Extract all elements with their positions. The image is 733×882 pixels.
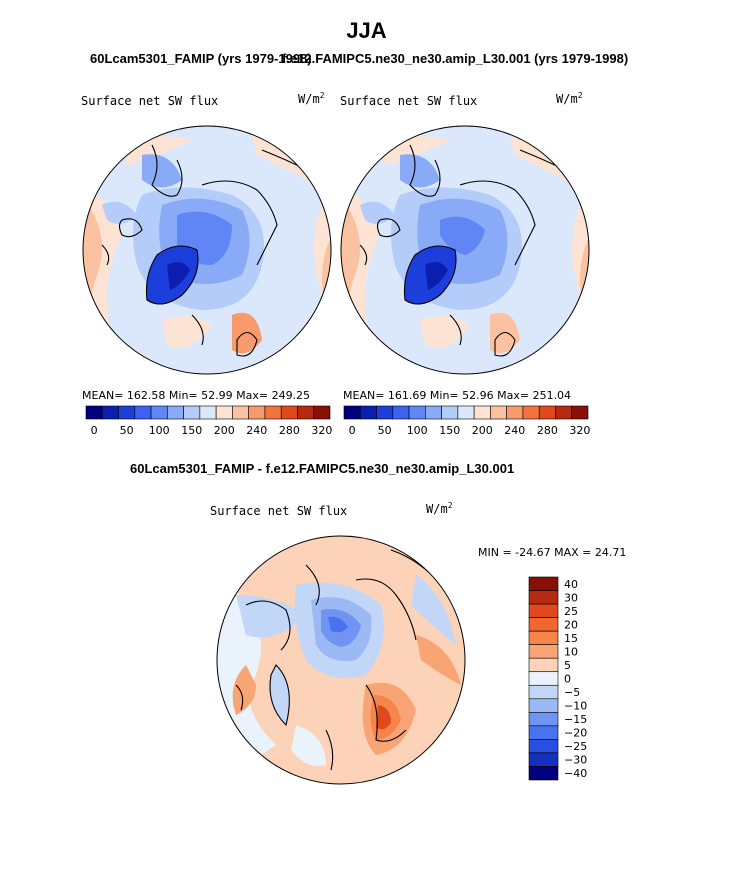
left-colorbar-tick-label: 200 — [214, 424, 235, 437]
right-colorbar-swatch — [555, 405, 573, 420]
diff-colorbar-tick-label: −5 — [564, 686, 580, 699]
diff-colorbar-swatch — [528, 671, 559, 686]
left-colorbar-tick-label: 0 — [91, 424, 98, 437]
right-colorbar-tick-label: 320 — [569, 424, 590, 437]
left-colorbar-swatch — [280, 405, 298, 420]
right-stats: MEAN= 161.69 Min= 52.96 Max= 251.04 — [343, 389, 572, 402]
right-variable-label: Surface net SW flux — [340, 94, 478, 108]
right-colorbar-tick-label: 150 — [439, 424, 460, 437]
left-colorbar-swatch — [297, 405, 315, 420]
diff-colorbar-swatch — [528, 752, 559, 767]
diff-colorbar-swatch — [528, 698, 559, 713]
left-units-label: W/m2 — [298, 91, 325, 106]
case1-title: 60Lcam5301_FAMIP (yrs 1979-1998) — [90, 51, 312, 66]
right-colorbar-tick-label: 280 — [537, 424, 558, 437]
diff-colorbar-tick-label: −10 — [564, 700, 587, 713]
left-colorbar-swatch — [167, 405, 184, 420]
diff-colorbar-tick-label: 0 — [564, 673, 571, 686]
left-colorbar-tick-label: 280 — [279, 424, 300, 437]
diff-colorbar-swatch — [528, 725, 559, 740]
diff-colorbar-tick-label: 15 — [564, 632, 578, 645]
diff-colorbar-swatch — [528, 576, 559, 591]
right-colorbar-tick-label: 0 — [349, 424, 356, 437]
right-colorbar-swatch — [441, 405, 459, 420]
diff-colorbar-tick-label: −30 — [564, 754, 587, 767]
diff-colorbar-swatch — [528, 712, 559, 727]
diff-colorbar-tick-label: −25 — [564, 740, 587, 753]
right-colorbar-tick-label: 100 — [407, 424, 428, 437]
left-colorbar-swatch — [199, 405, 217, 420]
left-colorbar-swatch — [101, 405, 119, 420]
left-colorbar-swatch — [232, 405, 249, 420]
diff-colorbar-swatch — [528, 766, 559, 781]
right-colorbar: 0 50 100 150 200 240 280 320 — [343, 405, 590, 437]
right-polar-map — [340, 125, 590, 375]
right-colorbar-swatch — [473, 405, 491, 420]
right-colorbar-swatch — [538, 405, 556, 420]
left-polar-map — [82, 125, 332, 375]
left-colorbar-tick-label: 320 — [311, 424, 332, 437]
left-colorbar-swatch — [150, 405, 168, 420]
diff-colorbar-tick-label: 20 — [564, 618, 578, 631]
left-colorbar-swatch — [215, 405, 233, 420]
left-colorbar-tick-label: 100 — [149, 424, 170, 437]
right-colorbar-swatch — [506, 405, 524, 420]
left-colorbar-swatch — [248, 405, 266, 420]
right-colorbar-tick-label: 200 — [472, 424, 493, 437]
diff-colorbar-tick-label: 5 — [564, 659, 571, 672]
left-colorbar-swatch — [313, 405, 331, 420]
diff-colorbar-swatch — [528, 644, 559, 659]
right-colorbar-tick-label: 50 — [378, 424, 392, 437]
right-colorbar-swatch — [425, 405, 442, 420]
diff-colorbar-tick-label: −20 — [564, 727, 587, 740]
diff-title: 60Lcam5301_FAMIP - f.e12.FAMIPC5.ne30_ne… — [130, 461, 515, 476]
left-stats: MEAN= 162.58 Min= 52.99 Max= 249.25 — [82, 389, 311, 402]
left-variable-label: Surface net SW flux — [81, 94, 219, 108]
right-colorbar-swatch — [359, 405, 377, 420]
diff-colorbar-tick-label: 40 — [564, 578, 578, 591]
right-colorbar-swatch — [571, 405, 589, 420]
figure-title: JJA — [346, 18, 387, 43]
left-colorbar-tick-label: 240 — [246, 424, 267, 437]
diff-units-label: W/m2 — [426, 501, 453, 516]
diff-colorbar-swatch — [528, 657, 559, 673]
left-colorbar-swatch — [118, 405, 136, 420]
diff-colorbar-tick-label: 10 — [564, 645, 578, 658]
right-colorbar-swatch — [457, 405, 475, 420]
diff-colorbar-tick-label: 30 — [564, 591, 578, 604]
right-colorbar-swatch — [522, 405, 540, 420]
left-colorbar-tick-label: 150 — [181, 424, 202, 437]
diff-colorbar-tick-label: 25 — [564, 605, 578, 618]
left-colorbar: 0 50 100 150 200 240 280 320 — [85, 405, 332, 437]
diff-colorbar-tick-label: −15 — [564, 713, 587, 726]
diff-colorbar-swatch — [528, 684, 559, 700]
right-colorbar-swatch — [392, 405, 410, 420]
left-colorbar-swatch — [134, 405, 152, 420]
left-colorbar-swatch — [264, 405, 282, 420]
diff-colorbar-swatch — [528, 603, 559, 618]
diff-colorbar-swatch — [528, 590, 559, 605]
diff-colorbar-swatch — [528, 617, 559, 632]
right-colorbar-swatch — [343, 405, 361, 420]
diff-colorbar-tick-label: −40 — [564, 767, 587, 780]
left-colorbar-swatch — [183, 405, 201, 420]
diff-polar-map — [216, 535, 466, 785]
left-colorbar-swatch — [85, 405, 103, 420]
diff-colorbar-swatch — [528, 630, 559, 645]
case2-title: f.e12.FAMIPC5.ne30_ne30.amip_L30.001 (yr… — [282, 51, 629, 66]
right-colorbar-swatch — [408, 405, 426, 420]
diff-colorbar-swatch — [528, 739, 559, 754]
right-colorbar-swatch — [376, 405, 394, 420]
right-units-label: W/m2 — [556, 91, 583, 106]
diff-variable-label: Surface net SW flux — [210, 504, 348, 518]
diff-stats: MIN = -24.67 MAX = 24.71 — [478, 546, 627, 559]
left-colorbar-tick-label: 50 — [120, 424, 134, 437]
right-colorbar-swatch — [490, 405, 507, 420]
right-colorbar-tick-label: 240 — [504, 424, 525, 437]
